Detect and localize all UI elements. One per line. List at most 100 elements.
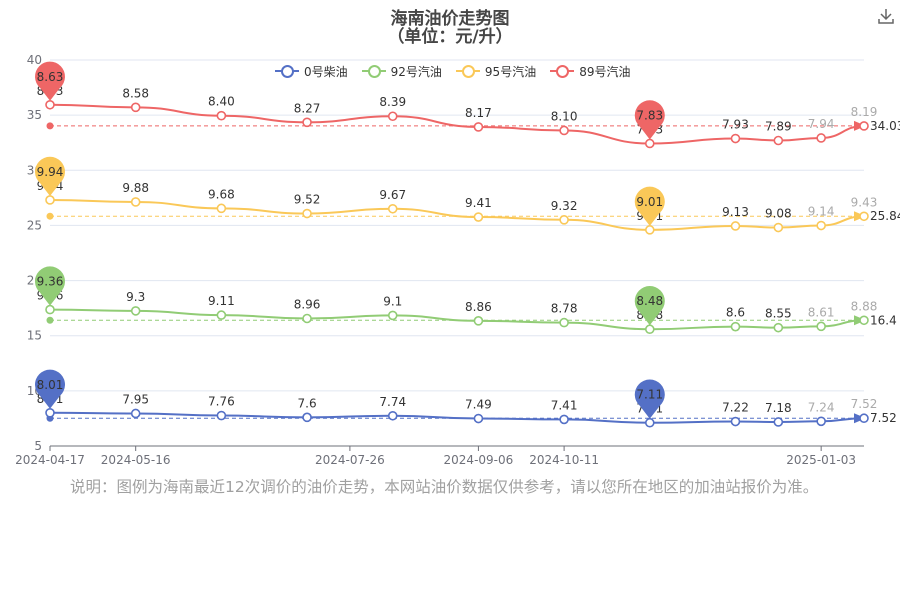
data-point-0-10 bbox=[816, 416, 826, 427]
legend-label: 92号汽油 bbox=[390, 64, 442, 79]
data-label-1-1: 9.3 bbox=[126, 290, 145, 304]
data-label-0-8: 7.22 bbox=[722, 401, 749, 415]
data-label-0-9: 7.18 bbox=[765, 401, 792, 415]
data-label-2-10: 9.14 bbox=[808, 205, 835, 219]
data-point-0-0 bbox=[45, 408, 55, 418]
data-label-3-5: 8.17 bbox=[465, 106, 492, 120]
max-pin-1 bbox=[35, 266, 65, 306]
min-pin-3 bbox=[634, 100, 665, 140]
legend-label: 0号柴油 bbox=[304, 64, 348, 79]
data-label-0-11: 7.52 bbox=[851, 397, 878, 411]
data-point-3-3 bbox=[302, 117, 312, 128]
data-point-2-10 bbox=[816, 220, 826, 231]
data-point-0-4 bbox=[387, 410, 398, 421]
data-label-2-8: 9.13 bbox=[722, 205, 749, 219]
data-point-2-0 bbox=[45, 195, 55, 205]
data-label-2-2: 9.68 bbox=[208, 187, 235, 201]
data-point-1-2 bbox=[216, 310, 227, 320]
data-label-3-2: 8.40 bbox=[208, 95, 235, 109]
y-tick-label: 25 bbox=[27, 218, 42, 232]
min-pin-3-label: 7.83 bbox=[636, 108, 663, 122]
data-point-1-10 bbox=[816, 321, 826, 332]
x-tick-label: 2024-04-17 bbox=[15, 453, 85, 467]
data-point-0-11 bbox=[859, 413, 869, 424]
data-point-1-7 bbox=[644, 324, 655, 335]
legend-marker-icon bbox=[361, 64, 386, 78]
x-tick-label: 2024-09-06 bbox=[444, 453, 514, 467]
chart-title: 海南油价走势图 bbox=[390, 9, 510, 29]
legend-marker-icon bbox=[455, 64, 480, 78]
x-tick-label: 2024-05-16 bbox=[101, 453, 171, 467]
data-point-0-8 bbox=[730, 416, 741, 427]
max-pin-2-label: 9.94 bbox=[37, 165, 64, 179]
max-pin-3-label: 8.63 bbox=[37, 70, 64, 84]
data-point-1-9 bbox=[773, 322, 784, 333]
data-label-0-4: 7.74 bbox=[379, 395, 406, 409]
download-icon[interactable] bbox=[876, 6, 896, 26]
legend-marker-icon bbox=[275, 64, 299, 78]
min-pin-1-label: 8.48 bbox=[636, 294, 663, 308]
data-label-2-11: 9.43 bbox=[851, 195, 878, 209]
x-tick-label: 2025-01-03 bbox=[786, 453, 856, 467]
chart-subtitle: （单位：元/升） bbox=[387, 27, 513, 47]
data-point-2-7 bbox=[644, 225, 655, 235]
data-point-1-3 bbox=[302, 313, 312, 324]
legend-item-3[interactable]: 89号汽油 bbox=[550, 63, 630, 79]
y-tick-label: 35 bbox=[27, 108, 42, 122]
data-point-3-6 bbox=[559, 125, 569, 136]
data-label-1-9: 8.55 bbox=[765, 307, 792, 321]
data-point-2-5 bbox=[473, 212, 484, 222]
data-point-1-8 bbox=[730, 321, 741, 332]
data-label-3-10: 7.94 bbox=[808, 117, 835, 131]
data-point-0-9 bbox=[773, 417, 784, 427]
data-point-0-6 bbox=[559, 414, 569, 425]
data-point-2-3 bbox=[302, 208, 312, 219]
data-label-3-9: 7.89 bbox=[765, 120, 792, 134]
legend-item-0[interactable]: 0号柴油 bbox=[275, 63, 348, 79]
data-label-3-6: 8.10 bbox=[551, 109, 578, 123]
min-pin-2 bbox=[634, 186, 665, 226]
data-point-2-6 bbox=[559, 215, 569, 225]
avg-label-3: 34.03 bbox=[870, 119, 900, 133]
data-label-2-1: 9.88 bbox=[122, 181, 149, 195]
data-point-2-4 bbox=[387, 203, 398, 214]
data-point-1-1 bbox=[130, 306, 141, 316]
min-pin-1 bbox=[634, 286, 665, 326]
legend-label: 89号汽油 bbox=[579, 64, 631, 79]
data-point-3-10 bbox=[816, 133, 826, 143]
max-pin-0 bbox=[35, 369, 65, 409]
data-label-0-6: 7.41 bbox=[551, 398, 578, 412]
data-label-1-11: 8.88 bbox=[851, 299, 878, 313]
data-point-3-8 bbox=[730, 133, 741, 144]
max-pin-1-label: 9.36 bbox=[37, 275, 64, 289]
data-point-1-4 bbox=[387, 310, 398, 321]
data-point-0-5 bbox=[473, 413, 484, 424]
data-point-2-2 bbox=[216, 203, 227, 214]
legend-item-1[interactable]: 92号汽油 bbox=[361, 63, 442, 79]
data-label-3-4: 8.39 bbox=[379, 95, 406, 109]
data-label-1-5: 8.86 bbox=[465, 300, 492, 314]
data-point-0-7 bbox=[644, 417, 655, 428]
data-point-0-2 bbox=[216, 410, 227, 421]
avg-start-dot-2 bbox=[46, 212, 54, 220]
data-label-3-3: 8.27 bbox=[294, 101, 321, 115]
data-point-2-8 bbox=[730, 221, 741, 231]
data-point-1-5 bbox=[473, 316, 484, 326]
legend-item-2[interactable]: 95号汽油 bbox=[455, 63, 537, 79]
legend-label: 95号汽油 bbox=[484, 64, 537, 79]
data-point-0-3 bbox=[302, 412, 312, 423]
chart-note: 说明：图例为海南最近12次调价的油价走势，本网站油价数据仅供参考，请以您所在地区… bbox=[70, 478, 819, 496]
data-point-3-2 bbox=[216, 110, 227, 121]
data-point-3-1 bbox=[130, 102, 141, 113]
data-label-2-3: 9.52 bbox=[294, 193, 321, 207]
y-tick-label: 5 bbox=[34, 439, 42, 453]
max-pin-0-label: 8.01 bbox=[37, 378, 64, 392]
data-point-1-0 bbox=[45, 304, 55, 315]
data-label-3-11: 8.19 bbox=[851, 105, 878, 119]
data-label-3-8: 7.93 bbox=[722, 118, 749, 132]
y-tick-label: 40 bbox=[27, 53, 42, 67]
data-point-3-5 bbox=[473, 122, 484, 132]
min-pin-2-label: 9.01 bbox=[636, 195, 663, 209]
min-pin-0 bbox=[634, 379, 665, 419]
data-label-2-9: 9.08 bbox=[765, 207, 792, 221]
